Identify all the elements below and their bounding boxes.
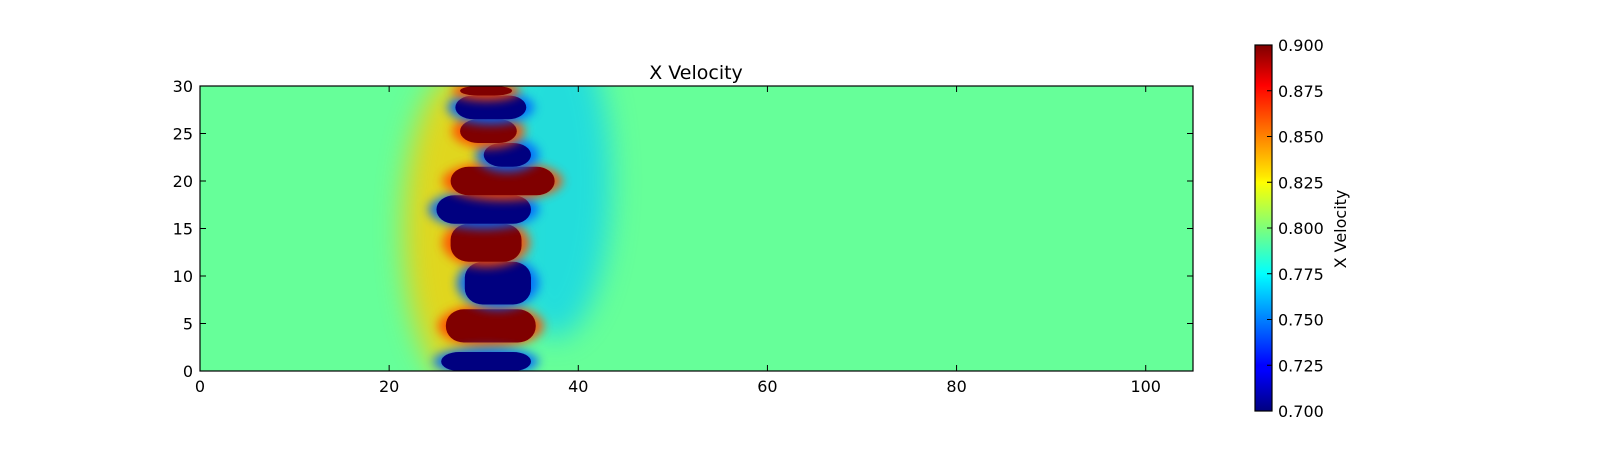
colorbar-ticks: 0.700 0.725 0.750 0.775 0.800 0.825 0.850 0.875… (1267, 36, 1324, 421)
colorbar: 0.700 0.725 0.750 0.775 0.800 0.825 0.850 0.875… (1254, 36, 1350, 421)
colorbar-label: X Velocity (1331, 190, 1350, 269)
chart-title: X Velocity (649, 62, 743, 84)
x-tick-label: 100 (1130, 377, 1161, 396)
colorbar-tick-label: 0.775 (1278, 265, 1324, 284)
vortex-core-high (450, 166, 555, 196)
y-tick-label: 10 (173, 267, 193, 286)
vortex-core-low (441, 352, 531, 371)
y-tick-label: 15 (173, 220, 193, 239)
vortex-core-high (460, 86, 513, 96)
vortex-core-low (483, 143, 531, 167)
x-tick-label: 60 (757, 377, 777, 396)
colorbar-tick-label: 0.800 (1278, 219, 1324, 238)
y-tick-label: 30 (173, 77, 193, 96)
x-axis: 0 20 40 60 80 100 (195, 86, 1161, 396)
vortex-core-high (450, 223, 522, 262)
y-tick-label: 25 (173, 125, 193, 144)
colorbar-tick-label: 0.700 (1278, 402, 1324, 421)
x-tick-label: 20 (379, 377, 399, 396)
y-tick-label: 0 (183, 362, 193, 381)
x-tick-label: 80 (946, 377, 966, 396)
colorbar-tick-label: 0.750 (1278, 311, 1324, 330)
colorbar-tick-label: 0.725 (1278, 356, 1324, 375)
vortex-core-low (464, 261, 531, 305)
y-tick-label: 20 (173, 172, 193, 191)
vortex-core-high (445, 309, 536, 343)
heatmap-background (200, 86, 1193, 371)
colorbar-tick-label: 0.900 (1278, 36, 1324, 55)
vortex-core-low (455, 95, 527, 120)
colorbar-tick-label: 0.825 (1278, 173, 1324, 192)
vortex-core-low (436, 195, 531, 224)
heatmap (200, 86, 1193, 371)
x-tick-label: 40 (568, 377, 588, 396)
colorbar-tick-label: 0.875 (1278, 82, 1324, 101)
y-axis: 0 5 10 15 20 25 30 (173, 77, 1193, 381)
heatmap-feature-layer (428, 86, 563, 371)
vortex-core-high (460, 119, 517, 143)
x-tick-label: 0 (195, 377, 205, 396)
colorbar-tick-label: 0.850 (1278, 128, 1324, 147)
y-tick-label: 5 (183, 315, 193, 334)
